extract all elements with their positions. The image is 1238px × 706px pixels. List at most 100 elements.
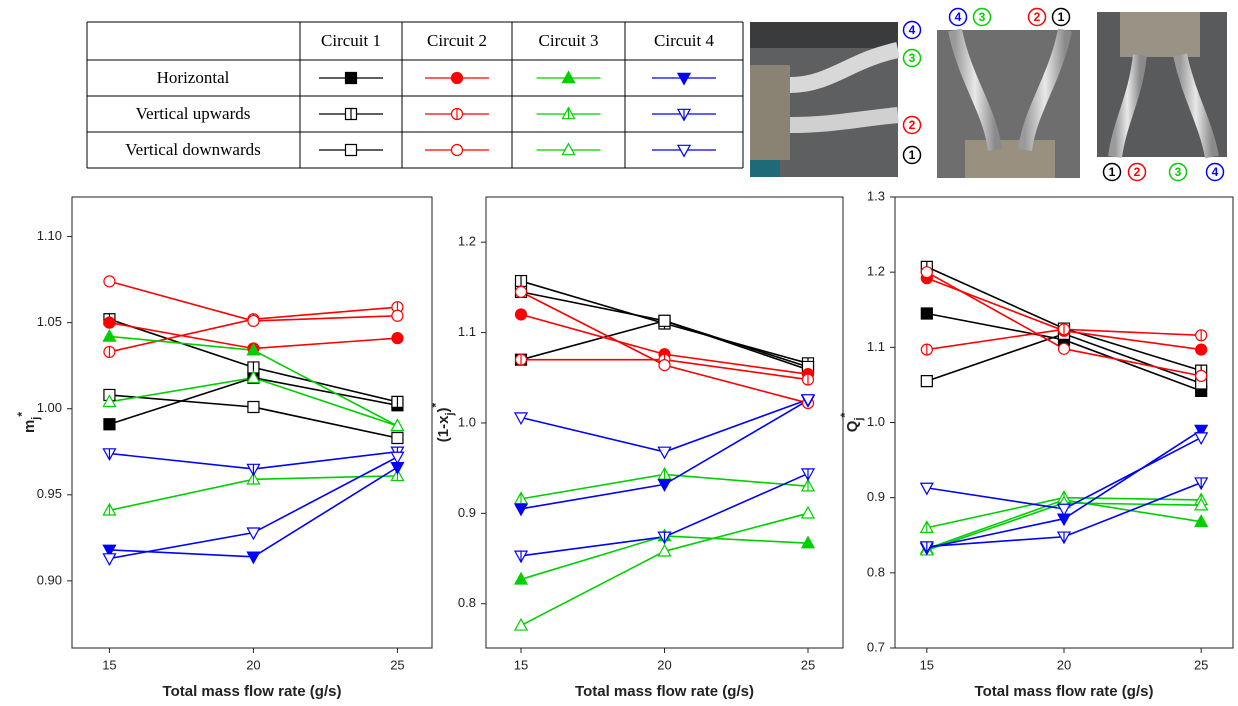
photo <box>750 22 900 177</box>
point <box>102 328 117 342</box>
point <box>102 544 117 558</box>
legend-marker <box>676 108 692 122</box>
point <box>391 309 404 322</box>
point <box>1194 497 1209 511</box>
point <box>919 541 934 555</box>
photo-label-ring <box>1168 162 1188 182</box>
y-tick-label: 1.2 <box>458 234 476 249</box>
y-tick-label: 1.0 <box>867 414 885 429</box>
photo-label: 2 <box>1134 165 1141 179</box>
point <box>920 375 933 388</box>
photo-label: 1 <box>1058 10 1065 24</box>
y-tick-label: 0.90 <box>37 572 62 587</box>
point <box>391 332 404 345</box>
point <box>658 314 671 327</box>
point <box>513 571 529 585</box>
y-axis-label-part: m <box>21 420 38 433</box>
point <box>102 448 117 462</box>
point <box>513 550 529 564</box>
point <box>920 266 933 279</box>
point <box>1195 369 1208 382</box>
photo-label-ring <box>1051 7 1071 27</box>
point <box>514 308 528 321</box>
y-tick-label: 1.3 <box>867 188 885 203</box>
y-axis-label-part: j <box>444 412 456 416</box>
point <box>102 502 117 516</box>
point <box>514 285 528 298</box>
x-tick-label: 15 <box>102 657 116 672</box>
point <box>513 503 529 517</box>
point <box>1195 343 1208 356</box>
point <box>800 505 816 519</box>
point <box>800 468 816 482</box>
point <box>103 316 116 329</box>
point <box>800 478 816 492</box>
y-axis-label-part: j <box>853 417 865 421</box>
photo-label: 1 <box>909 148 916 162</box>
y-tick-label: 1.00 <box>37 400 62 415</box>
x-tick-label: 25 <box>390 657 404 672</box>
photo-label: 3 <box>979 10 986 24</box>
point <box>246 551 261 565</box>
table-header: Circuit 1 <box>321 31 381 50</box>
x-tick-label: 20 <box>1057 657 1071 672</box>
photo <box>937 28 1080 178</box>
legend-table: Circuit 1 Circuit 2 Circuit 3 Circuit 4 Hori… <box>86 21 744 169</box>
x-tick-label: 15 <box>514 657 528 672</box>
point <box>1056 503 1072 517</box>
point <box>390 451 405 465</box>
y-axis-label-part: * <box>15 412 29 417</box>
y-axis-label-part: Q <box>844 420 861 432</box>
point <box>1194 424 1209 438</box>
legend-marker <box>561 106 576 120</box>
table-header: Circuit 2 <box>427 31 487 50</box>
photo-label: 2 <box>1034 10 1041 24</box>
point <box>919 482 934 496</box>
legend-marker <box>450 143 464 157</box>
point <box>390 418 405 432</box>
legend-marker <box>561 70 576 84</box>
plot-frame <box>71 196 433 649</box>
y-tick-label: 1.0 <box>458 414 476 429</box>
point <box>103 345 116 358</box>
y-tick-label: 1.05 <box>37 314 62 329</box>
point <box>246 342 261 356</box>
legend-marker <box>676 72 692 86</box>
point <box>247 314 260 327</box>
legend-marker <box>344 71 358 85</box>
y-tick-label: 1.1 <box>867 339 885 354</box>
table-row-label: Vertical downwards <box>125 140 261 159</box>
photo-label: 2 <box>909 118 916 132</box>
point <box>657 466 672 480</box>
point <box>514 274 528 288</box>
point <box>246 463 261 477</box>
y-axis-label-part: j <box>30 417 42 421</box>
photo-label-ring <box>902 115 922 135</box>
point <box>391 395 404 408</box>
photo-label: 3 <box>909 51 916 65</box>
series-line <box>926 266 1202 372</box>
y-axis-label-part: * <box>429 402 443 407</box>
table-row-label: Horizontal <box>157 68 230 87</box>
point <box>1057 342 1071 355</box>
table-header: Circuit 3 <box>539 31 599 50</box>
point <box>1194 514 1209 527</box>
x-axis-label: Total mass flow rate (g/s) <box>163 683 342 700</box>
point <box>246 527 261 541</box>
y-tick-label: 1.1 <box>458 324 476 339</box>
point <box>247 400 260 414</box>
series-line <box>926 429 1202 549</box>
x-tick-label: 25 <box>1194 657 1208 672</box>
y-tick-label: 0.8 <box>867 564 885 579</box>
legend-marker <box>450 107 464 121</box>
photo-label-ring <box>1027 7 1047 27</box>
photo-label: 4 <box>909 23 916 37</box>
photo-label-ring <box>1205 162 1225 182</box>
y-tick-label: 0.7 <box>867 639 885 654</box>
photo-label-ring <box>1127 162 1147 182</box>
photo-label-ring <box>902 20 922 40</box>
x-axis-label: Total mass flow rate (g/s) <box>975 683 1154 700</box>
point <box>920 307 933 320</box>
plot-frame <box>894 196 1234 649</box>
